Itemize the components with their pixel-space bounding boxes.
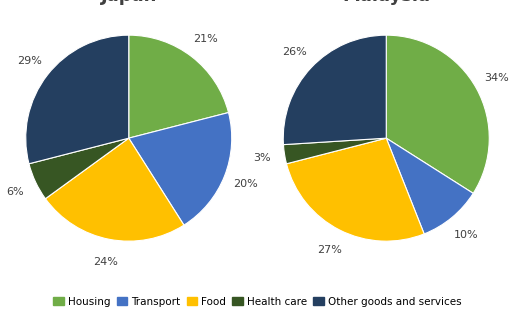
Text: 6%: 6%: [6, 187, 24, 197]
Text: 29%: 29%: [17, 56, 42, 66]
Wedge shape: [45, 138, 184, 241]
Wedge shape: [386, 35, 489, 193]
Title: Japan: Japan: [100, 0, 157, 5]
Text: 24%: 24%: [93, 257, 117, 267]
Text: 20%: 20%: [233, 179, 258, 189]
Wedge shape: [29, 138, 129, 199]
Text: 26%: 26%: [282, 47, 307, 57]
Legend: Housing, Transport, Food, Health care, Other goods and services: Housing, Transport, Food, Health care, O…: [52, 295, 464, 309]
Text: 21%: 21%: [194, 34, 218, 44]
Text: 27%: 27%: [317, 245, 341, 255]
Text: 10%: 10%: [454, 230, 478, 240]
Wedge shape: [129, 35, 229, 138]
Wedge shape: [26, 35, 129, 164]
Wedge shape: [283, 35, 386, 145]
Wedge shape: [283, 138, 386, 164]
Wedge shape: [286, 138, 424, 241]
Wedge shape: [129, 112, 232, 225]
Wedge shape: [386, 138, 473, 234]
Title: Malaysia: Malaysia: [342, 0, 430, 5]
Text: 34%: 34%: [484, 73, 509, 83]
Text: 3%: 3%: [253, 153, 271, 163]
